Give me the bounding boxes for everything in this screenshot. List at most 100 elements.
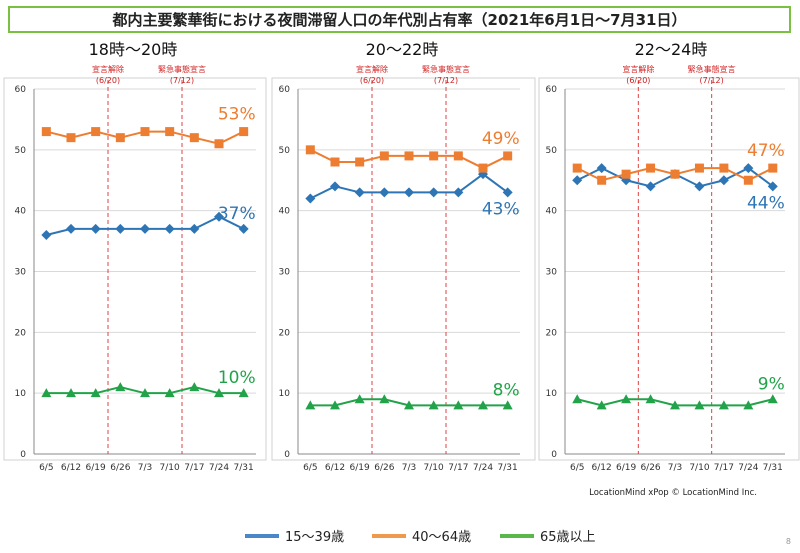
y-tick-label: 20	[15, 328, 27, 338]
x-tick-label: 6/19	[86, 463, 106, 473]
point-marker	[670, 169, 680, 179]
point-marker	[305, 193, 316, 204]
point-marker	[694, 163, 704, 173]
event-label: 宣言解除	[92, 64, 124, 74]
event-label: 緊急事態宣言	[422, 64, 470, 74]
x-tick-label: 7/31	[763, 463, 783, 473]
legend-label: 15〜39歳	[285, 530, 345, 545]
point-marker	[214, 139, 224, 149]
point-marker	[404, 400, 414, 410]
end-value-label: 47%	[747, 141, 785, 161]
x-tick-label: 6/26	[110, 463, 130, 473]
y-tick-label: 50	[15, 146, 27, 156]
y-tick-label: 30	[15, 268, 27, 278]
y-tick-label: 60	[546, 85, 558, 95]
event-date: (7/12)	[170, 76, 194, 85]
x-tick-label: 7/17	[714, 463, 734, 473]
panel-title-20-22: 20〜22時	[365, 40, 439, 59]
y-tick-label: 40	[279, 207, 291, 217]
point-marker	[646, 163, 656, 173]
point-marker	[239, 127, 249, 137]
y-tick-label: 10	[15, 389, 27, 399]
y-tick-label: 20	[279, 328, 291, 338]
end-value-label: 10%	[218, 368, 256, 388]
point-marker	[305, 400, 316, 410]
point-marker	[502, 187, 513, 198]
point-marker	[66, 133, 76, 143]
y-tick-label: 30	[279, 268, 291, 278]
x-tick-label: 6/19	[616, 463, 636, 473]
event-date: (6/20)	[626, 76, 650, 85]
point-marker	[41, 388, 52, 398]
x-tick-label: 7/10	[160, 463, 180, 473]
panel-frame	[271, 77, 536, 461]
y-tick-label: 40	[15, 207, 27, 217]
x-tick-label: 7/10	[689, 463, 709, 473]
x-tick-label: 7/24	[209, 463, 229, 473]
point-marker	[453, 187, 464, 198]
x-tick-label: 7/3	[138, 463, 152, 473]
point-marker	[41, 127, 51, 137]
end-value-label: 53%	[218, 105, 256, 125]
point-marker	[596, 400, 607, 410]
point-marker	[355, 157, 365, 167]
point-marker	[140, 127, 150, 137]
point-marker	[596, 163, 607, 174]
legend-item-15-39: 15〜39歳	[245, 526, 344, 545]
point-marker	[379, 394, 390, 404]
point-marker	[164, 388, 175, 398]
point-marker	[597, 175, 607, 185]
x-tick-label: 6/5	[303, 463, 317, 473]
point-marker	[694, 181, 705, 192]
end-value-label: 44%	[747, 193, 785, 213]
point-marker	[478, 163, 488, 173]
x-tick-label: 7/17	[448, 463, 468, 473]
point-marker	[115, 223, 126, 234]
point-marker	[66, 388, 76, 398]
point-marker	[214, 388, 224, 398]
x-tick-label: 6/12	[592, 463, 612, 473]
x-tick-label: 6/12	[325, 463, 345, 473]
point-marker	[404, 187, 414, 198]
point-marker	[503, 151, 513, 161]
credit-text: LocationMind xPop © LocationMind Inc.	[589, 488, 757, 498]
point-marker	[404, 151, 414, 161]
event-label: 緊急事態宣言	[158, 64, 206, 74]
legend-item-40-64: 40〜64歳	[372, 526, 471, 545]
x-tick-label: 6/26	[374, 463, 394, 473]
point-marker	[164, 223, 175, 234]
legend-label: 40〜64歳	[412, 530, 472, 545]
point-marker	[768, 163, 778, 173]
point-marker	[238, 223, 249, 234]
point-marker	[214, 211, 224, 222]
point-marker	[189, 382, 200, 392]
page-number: 8	[785, 537, 791, 546]
y-tick-label: 40	[546, 207, 558, 217]
point-marker	[41, 230, 52, 240]
point-marker	[621, 169, 631, 179]
event-label: 宣言解除	[622, 64, 654, 74]
y-tick-label: 0	[284, 450, 290, 460]
point-marker	[743, 163, 754, 174]
x-tick-label: 7/3	[402, 463, 416, 473]
panel-title-22-24: 22〜24時	[634, 40, 708, 59]
y-tick-label: 60	[279, 85, 291, 95]
x-tick-label: 7/31	[498, 463, 518, 473]
event-label: 宣言解除	[356, 64, 388, 74]
y-tick-label: 50	[546, 146, 558, 156]
legend-swatch	[245, 533, 279, 538]
panel-title-18-20: 18時〜20時	[88, 40, 178, 59]
point-marker	[115, 382, 126, 392]
end-value-label: 43%	[482, 199, 520, 219]
point-marker	[330, 400, 340, 410]
event-date: (7/12)	[700, 76, 724, 85]
point-marker	[572, 175, 583, 186]
point-marker	[428, 400, 439, 410]
x-tick-label: 7/24	[473, 463, 493, 473]
point-marker	[502, 400, 513, 410]
point-marker	[694, 400, 705, 410]
point-marker	[743, 175, 753, 185]
y-tick-label: 50	[279, 146, 291, 156]
panel-frame	[3, 77, 267, 461]
end-value-label: 49%	[482, 129, 520, 149]
